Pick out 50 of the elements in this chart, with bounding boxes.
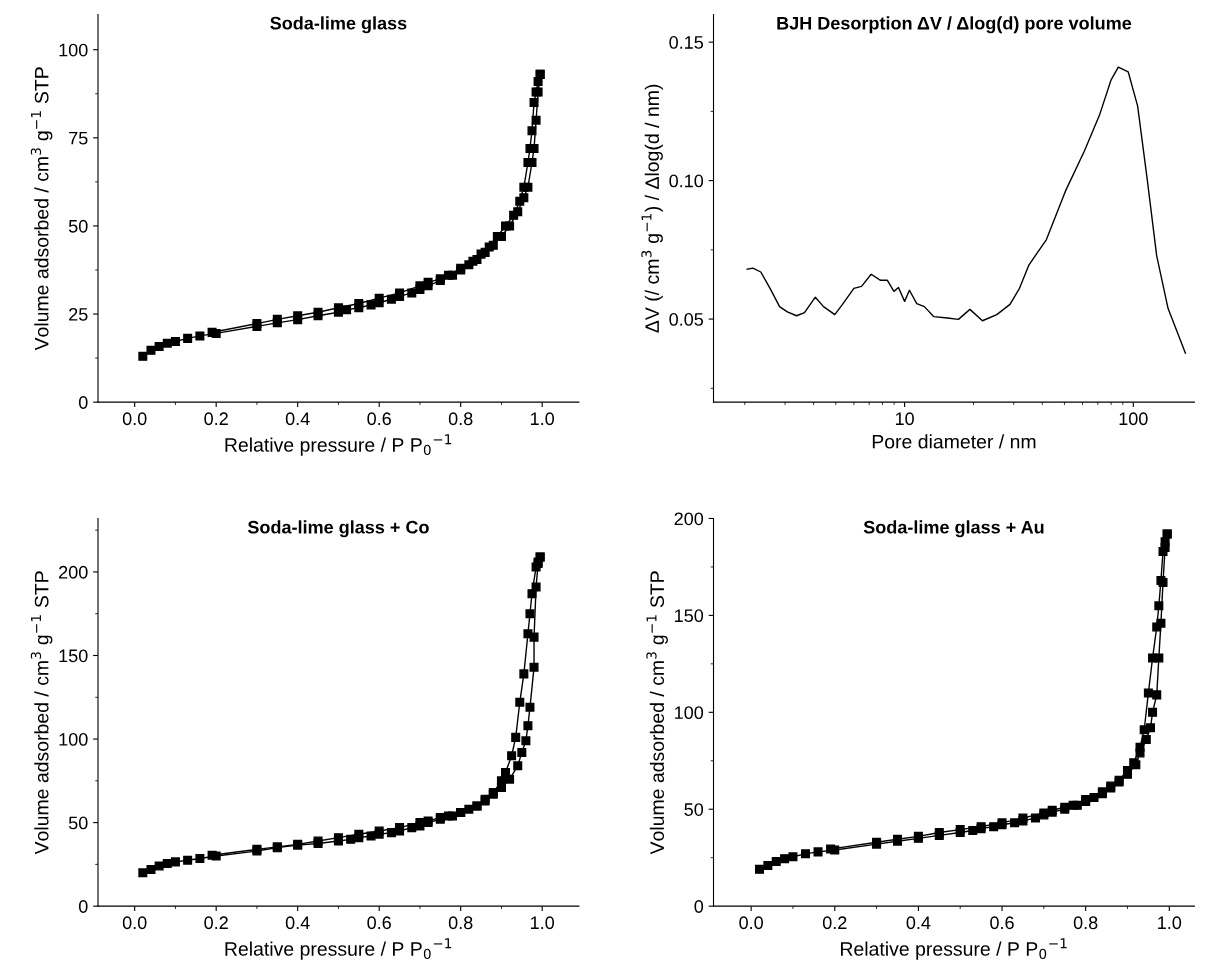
x-tick-label: 0.4 bbox=[285, 916, 310, 930]
x-tick-label: 0.6 bbox=[367, 412, 391, 426]
y-tick-label: 200 bbox=[59, 565, 88, 579]
x-tick-label: 0.6 bbox=[367, 916, 391, 930]
x-tick-label: 0.0 bbox=[739, 916, 763, 930]
x-tick-label: 0.8 bbox=[1073, 916, 1098, 930]
x-tick-label: 0.2 bbox=[822, 916, 847, 930]
x-tick-label: 0.0 bbox=[122, 916, 147, 930]
x-axis-title: Relative pressure / P P$_{0}$$^{−1}$ bbox=[225, 434, 452, 456]
chart-title: Soda-lime glass + Au bbox=[863, 520, 1044, 538]
y-tick-label: 25 bbox=[69, 307, 88, 321]
x-tick-label: 0.4 bbox=[906, 916, 931, 930]
x-tick-label: 0.8 bbox=[448, 412, 473, 426]
y-tick-label: 0.10 bbox=[669, 174, 704, 188]
y-tick-label: 200 bbox=[674, 512, 704, 526]
chart-title: BJH Desorption ΔV / Δlog(d) pore volume bbox=[777, 16, 1132, 34]
y-tick-label: 50 bbox=[684, 803, 704, 816]
y-tick-label: 50 bbox=[68, 219, 88, 233]
x-tick-label: 0.0 bbox=[122, 412, 147, 426]
y-axis-title: Volume adsorbed / cm$^{3}$ g$^{−1}$ STP bbox=[30, 67, 53, 351]
x-tick-label: 1.0 bbox=[1158, 916, 1182, 930]
x-axis-title: Relative pressure / P P$_{0}$$^{−1}$ bbox=[225, 938, 452, 960]
x-tick-label: 10 bbox=[895, 412, 914, 426]
chart-title: Soda-lime glass + Co bbox=[247, 520, 429, 538]
y-tick-label: 0 bbox=[78, 396, 88, 409]
x-tick-label: 0.2 bbox=[204, 916, 228, 930]
y-tick-label: 150 bbox=[675, 609, 704, 623]
y-tick-label: 0.15 bbox=[669, 36, 704, 49]
x-tick-label: 0.6 bbox=[990, 916, 1014, 930]
y-tick-label: 0.05 bbox=[669, 313, 704, 326]
y-tick-label: 75 bbox=[69, 131, 88, 145]
y-tick-label: 100 bbox=[59, 732, 88, 746]
y-tick-label: 150 bbox=[59, 649, 88, 663]
x-axis-title: Pore diameter / nm bbox=[872, 434, 1036, 449]
y-tick-label: 0 bbox=[694, 900, 704, 913]
y-axis-title: Volume adsorbed / cm$^{3}$ g$^{−1}$ STP bbox=[30, 571, 53, 855]
x-tick-label: 0.8 bbox=[448, 916, 473, 930]
x-axis-title: Relative pressure / P P$_{0}$$^{−1}$ bbox=[841, 938, 1067, 960]
y-axis-title: ΔV (/ cm$^{3}$ g$^{−1}$) / Δlog(d / nm) bbox=[641, 84, 663, 333]
y-tick-label: 0 bbox=[78, 900, 88, 913]
x-tick-label: 100 bbox=[1119, 412, 1148, 426]
y-axis-title: Volume adsorbed / cm$^{3}$ g$^{−1}$ STP bbox=[646, 571, 668, 855]
chart-title: Soda-lime glass bbox=[270, 16, 407, 34]
y-tick-label: 50 bbox=[68, 816, 88, 830]
x-tick-label: 0.2 bbox=[204, 412, 228, 426]
x-tick-label: 1.0 bbox=[531, 412, 555, 426]
x-tick-label: 0.4 bbox=[285, 412, 310, 426]
y-tick-label: 100 bbox=[59, 43, 88, 57]
y-tick-label: 100 bbox=[675, 706, 704, 720]
x-tick-label: 1.0 bbox=[531, 916, 555, 930]
